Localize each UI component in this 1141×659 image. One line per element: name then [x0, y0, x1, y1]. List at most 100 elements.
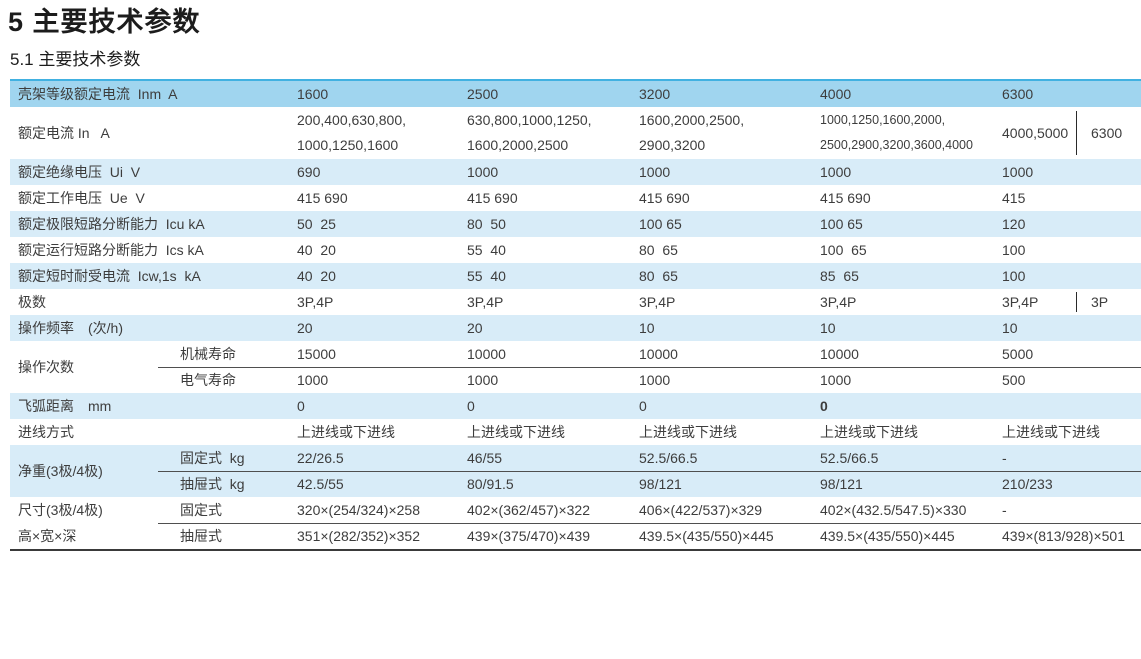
row-label: 净重(3极/4极)	[18, 463, 103, 479]
value-line: 2500,2900,3200,3600,4000	[820, 138, 973, 152]
cell-value: 10000	[467, 346, 506, 362]
cell-value: 500	[1002, 372, 1026, 388]
sub-label: 固定式	[180, 502, 222, 518]
cell-value: 3P,4P	[639, 294, 676, 310]
cell-divider	[1076, 111, 1077, 155]
cell-value: 3P,4P	[467, 294, 504, 310]
sub-row-divider	[158, 523, 1141, 524]
cell-value: 439×(375/470)×439	[467, 528, 590, 544]
cell-value: 1000	[297, 372, 329, 388]
cell-value: 1000,1250,1600,2000, 2500,2900,3200,3600…	[818, 107, 1000, 159]
cell-value: 10	[1002, 320, 1018, 336]
cell-value: 20	[467, 320, 483, 336]
cell-value: 10	[820, 320, 836, 336]
row-label: 进线方式	[18, 424, 74, 440]
row-op-frequency: 操作频率 (次/h) 20 20 10 10 10	[10, 315, 1141, 341]
cell-value: 415 690	[297, 190, 348, 206]
cell-value: 42.5/55	[297, 476, 344, 492]
cell-value: 80/91.5	[467, 476, 514, 492]
cell-value: -	[1002, 502, 1007, 518]
cell-value: 200,400,630,800, 1000,1250,1600	[295, 107, 465, 159]
cell-value: 1000	[820, 164, 852, 180]
cell-value: 3P,4P	[820, 294, 857, 310]
row-icw: 额定短时耐受电流 Icw,1s kA 40 20 55 40 80 65 85 …	[10, 263, 1141, 289]
cell-value: 439.5×(435/550)×445	[639, 528, 774, 544]
row-label: 额定运行短路分断能力 Ics kA	[18, 242, 204, 258]
cell-value: 402×(432.5/547.5)×330	[820, 502, 967, 518]
cell-value: 55 40	[467, 242, 506, 258]
cell-value: 4000	[820, 86, 852, 102]
sub-label: 机械寿命	[180, 346, 236, 362]
cell-value: 98/121	[639, 476, 682, 492]
row-label: 额定电流 In A	[18, 125, 110, 141]
cell-value: 40 20	[297, 242, 336, 258]
cell-value: 690	[297, 164, 321, 180]
cell-value: 52.5/66.5	[639, 450, 698, 466]
cell-value: 1000	[820, 372, 852, 388]
row-ue: 额定工作电压 Ue V 415 690 415 690 415 690 415 …	[10, 185, 1141, 211]
row-ics: 额定运行短路分断能力 Ics kA 40 20 55 40 80 65 100 …	[10, 237, 1141, 263]
cell-value: 4000,5000	[1002, 125, 1069, 141]
row-op-cycles: 操作次数 机械寿命 15000 10000 10000 10000 5000 电…	[10, 341, 1141, 393]
cell-value: 上进线或下进线	[1002, 424, 1100, 440]
cell-value: 85 65	[820, 268, 859, 284]
row-ui: 额定绝缘电压 Ui V 690 1000 1000 1000 1000	[10, 159, 1141, 185]
row-inm: 壳架等级额定电流 Inm A 1600 2500 3200 4000 6300	[10, 81, 1141, 107]
cell-value: 415	[1002, 190, 1026, 206]
cell-value: 100 65	[820, 216, 863, 232]
cell-value: 6300	[1002, 86, 1034, 102]
row-label: 操作次数	[18, 359, 74, 375]
row-icu: 额定极限短路分断能力 Icu kA 50 25 80 50 100 65 100…	[10, 211, 1141, 237]
cell-value: 5000	[1002, 346, 1034, 362]
cell-value: 0	[820, 398, 828, 414]
sub-row-divider	[158, 471, 1141, 472]
row-label: 额定工作电压 Ue V	[18, 190, 145, 206]
row-label: 额定短时耐受电流 Icw,1s kA	[18, 268, 201, 284]
cell-value: 100	[1002, 268, 1026, 284]
row-dimensions: 尺寸(3极/4极) 高×宽×深 固定式 320×(254/324)×258 40…	[10, 497, 1141, 549]
value-line: 1600,2000,2500	[467, 137, 569, 153]
cell-value: 120	[1002, 216, 1026, 232]
cell-value: 52.5/66.5	[820, 450, 879, 466]
cell-value: 3200	[639, 86, 671, 102]
spec-table: 壳架等级额定电流 Inm A 1600 2500 3200 4000 6300 …	[10, 79, 1141, 551]
cell-value: 351×(282/352)×352	[297, 528, 420, 544]
sub-label: 电气寿命	[180, 372, 236, 388]
cell-value: 1000	[1002, 164, 1034, 180]
cell-value: -	[1002, 450, 1007, 466]
cell-value: 100 65	[820, 242, 867, 258]
row-label: 操作频率 (次/h)	[18, 320, 123, 336]
cell-value: 402×(362/457)×322	[467, 502, 590, 518]
row-net-weight: 净重(3极/4极) 固定式 kg 22/26.5 46/55 52.5/66.5…	[10, 445, 1141, 497]
cell-value: 0	[639, 398, 647, 414]
cell-value: 1000	[639, 372, 671, 388]
cell-split: 3P,4P 3P	[1000, 289, 1141, 315]
cell-value: 439.5×(435/550)×445	[820, 528, 955, 544]
row-poles: 极数 3P,4P 3P,4P 3P,4P 3P,4P 3P,4P 3P	[10, 289, 1141, 315]
row-label: 壳架等级额定电流 Inm A	[18, 86, 178, 102]
row-label: 额定极限短路分断能力 Icu kA	[18, 216, 205, 232]
cell-value	[1000, 393, 1141, 419]
cell-value: 100	[1002, 242, 1026, 258]
row-label: 极数	[18, 294, 46, 310]
section-subtitle: 5.1 主要技术参数	[10, 50, 141, 69]
cell-value: 100 65	[639, 216, 682, 232]
cell-value: 415 690	[639, 190, 690, 206]
sub-label: 抽屉式	[180, 528, 222, 544]
sub-label: 固定式 kg	[180, 450, 245, 466]
cell-value: 0	[297, 398, 305, 414]
row-label: 尺寸(3极/4极)	[18, 502, 103, 518]
cell-value: 46/55	[467, 450, 503, 466]
cell-value: 210/233	[1002, 476, 1053, 492]
cell-value: 80 65	[639, 242, 678, 258]
cell-value: 上进线或下进线	[467, 424, 565, 440]
cell-value: 上进线或下进线	[297, 424, 395, 440]
cell-value: 55 40	[467, 268, 506, 284]
cell-value: 415 690	[820, 190, 871, 206]
row-incoming-wiring: 进线方式 上进线或下进线 上进线或下进线 上进线或下进线 上进线或下进线 上进线…	[10, 419, 1141, 445]
value-line: 1600,2000,2500,	[639, 112, 745, 128]
sub-row-divider	[158, 367, 1141, 368]
cell-value: 10	[639, 320, 655, 336]
cell-value: 10000	[820, 346, 859, 362]
